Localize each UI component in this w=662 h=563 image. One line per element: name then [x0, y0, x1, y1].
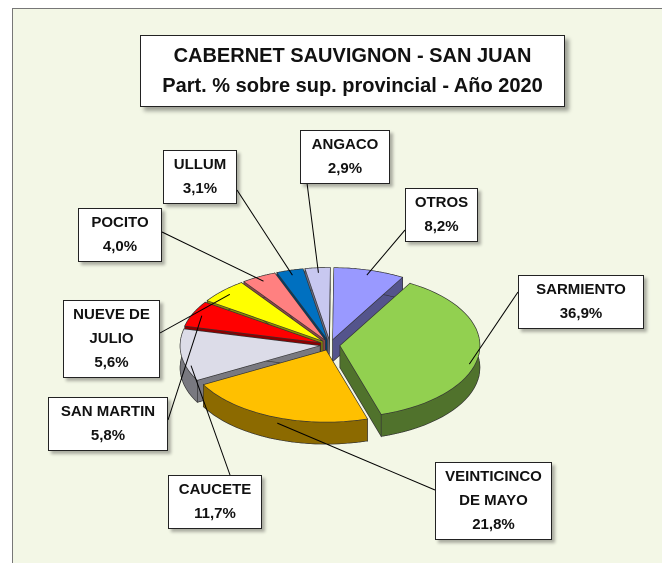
data-label: POCITO 4,0% — [78, 208, 162, 262]
label-name: SARMIENTO — [536, 281, 626, 298]
chart-subtitle: Part. % sobre sup. provincial - Año 2020 — [162, 75, 543, 97]
data-label: ANGACO 2,9% — [300, 130, 390, 184]
label-value: 21,8% — [472, 516, 515, 533]
label-value: 36,9% — [559, 305, 603, 322]
label-name: NUEVE DE JULIO — [73, 306, 150, 347]
label-name: ANGACO — [311, 136, 379, 153]
data-label: ULLUM 3,1% — [163, 150, 237, 204]
label-value: 5,6% — [94, 354, 129, 371]
leader-line — [306, 182, 319, 273]
label-name: OTROS — [414, 194, 469, 211]
slice-top — [202, 349, 368, 423]
label-value: 2,9% — [327, 160, 363, 177]
label-value: 3,1% — [182, 180, 218, 197]
label-name: CAUCETE — [178, 481, 252, 498]
leader-line — [277, 422, 436, 491]
label-value: 5,8% — [90, 427, 126, 444]
data-label: VEINTICINCO DE MAYO 21,8% — [435, 462, 552, 540]
data-label: OTROS 8,2% — [405, 188, 478, 242]
leader-line — [468, 291, 519, 365]
leader-line — [161, 231, 264, 282]
label-name: ULLUM — [173, 156, 227, 173]
label-value: 4,0% — [102, 238, 138, 255]
label-name: SAN MARTIN — [60, 403, 156, 420]
chart-title: CABERNET SAUVIGNON - SAN JUAN — [173, 45, 532, 67]
data-label: SARMIENTO 36,9% — [518, 275, 644, 329]
label-value: 8,2% — [424, 218, 459, 235]
slice-top — [206, 282, 324, 342]
label-value: 11,7% — [194, 505, 236, 522]
label-name: VEINTICINCO DE MAYO — [445, 468, 542, 509]
leader-line — [167, 315, 203, 421]
leader-line — [190, 365, 231, 476]
slice-top — [339, 282, 481, 415]
slice — [202, 349, 368, 445]
data-label: SAN MARTIN 5,8% — [48, 397, 168, 451]
leader-line — [159, 293, 231, 334]
title-box: CABERNET SAUVIGNON - SAN JUAN Part. % so… — [140, 35, 565, 107]
data-label: CAUCETE 11,7% — [168, 475, 262, 529]
slice-top — [184, 301, 321, 344]
slice-top — [332, 267, 404, 341]
slice-top — [243, 272, 326, 341]
slice — [339, 282, 481, 438]
leader-line — [366, 229, 406, 276]
slice-top — [179, 328, 321, 381]
label-name: POCITO — [91, 214, 149, 231]
data-label: NUEVE DE JULIO 5,6% — [63, 300, 160, 378]
leader-line — [236, 189, 293, 276]
